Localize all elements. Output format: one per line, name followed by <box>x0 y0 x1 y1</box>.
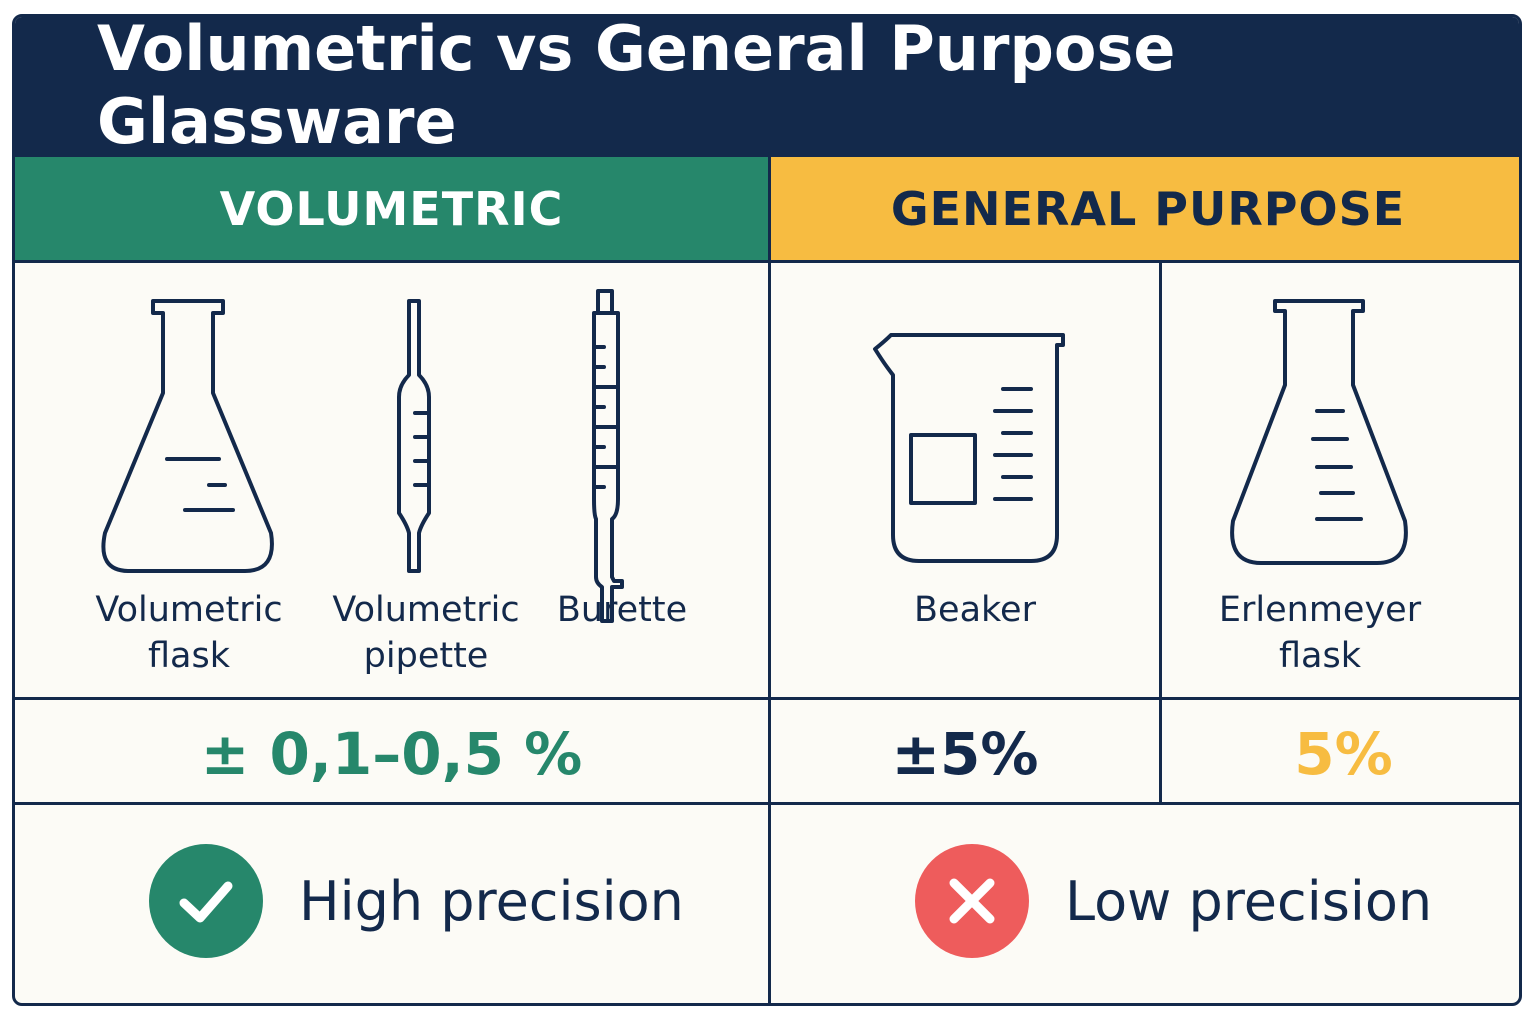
beaker-label: Beaker <box>914 590 1036 630</box>
burette-icon <box>582 287 632 631</box>
erlenmeyer-flask-label: Erlenmeyer flask <box>1218 590 1422 676</box>
header-bottom-divider <box>15 260 1519 263</box>
volumetric-accuracy: ± 0,1–0,5 % <box>200 720 583 788</box>
low-precision-text: Low precision <box>1065 869 1433 933</box>
general-verdict: Low precision <box>915 841 1432 961</box>
x-icon <box>915 844 1029 958</box>
volumetric-pipette-icon <box>385 297 445 579</box>
title-bar: Volumetric vs General Purpose Glassware <box>15 17 1519 158</box>
checkmark-icon <box>149 844 263 958</box>
accuracy-bottom-divider <box>15 802 1519 805</box>
burette-label: Burette <box>556 590 688 630</box>
beaker-icon <box>871 331 1071 567</box>
glassware-comparison-card: Volumetric vs General Purpose Glassware … <box>12 14 1522 1006</box>
beaker-accuracy: ±5% <box>891 720 1039 788</box>
volumetric-header: VOLUMETRIC <box>15 157 768 261</box>
volumetric-flask-label: Volumetric flask <box>95 590 283 676</box>
page-title: Volumetric vs General Purpose Glassware <box>97 14 1176 158</box>
general-items-divider <box>1159 260 1162 805</box>
erlenmeyer-flask-icon <box>1229 295 1409 567</box>
volumetric-verdict: High precision <box>149 841 684 961</box>
high-precision-text: High precision <box>299 869 684 933</box>
illustrations-bottom-divider <box>15 697 1519 700</box>
volumetric-pipette-label: Volumetric pipette <box>332 590 520 676</box>
general-purpose-header: GENERAL PURPOSE <box>771 157 1519 261</box>
center-divider <box>768 157 771 1003</box>
volumetric-flask-icon <box>99 295 279 575</box>
erlenmeyer-accuracy: 5% <box>1294 720 1393 788</box>
